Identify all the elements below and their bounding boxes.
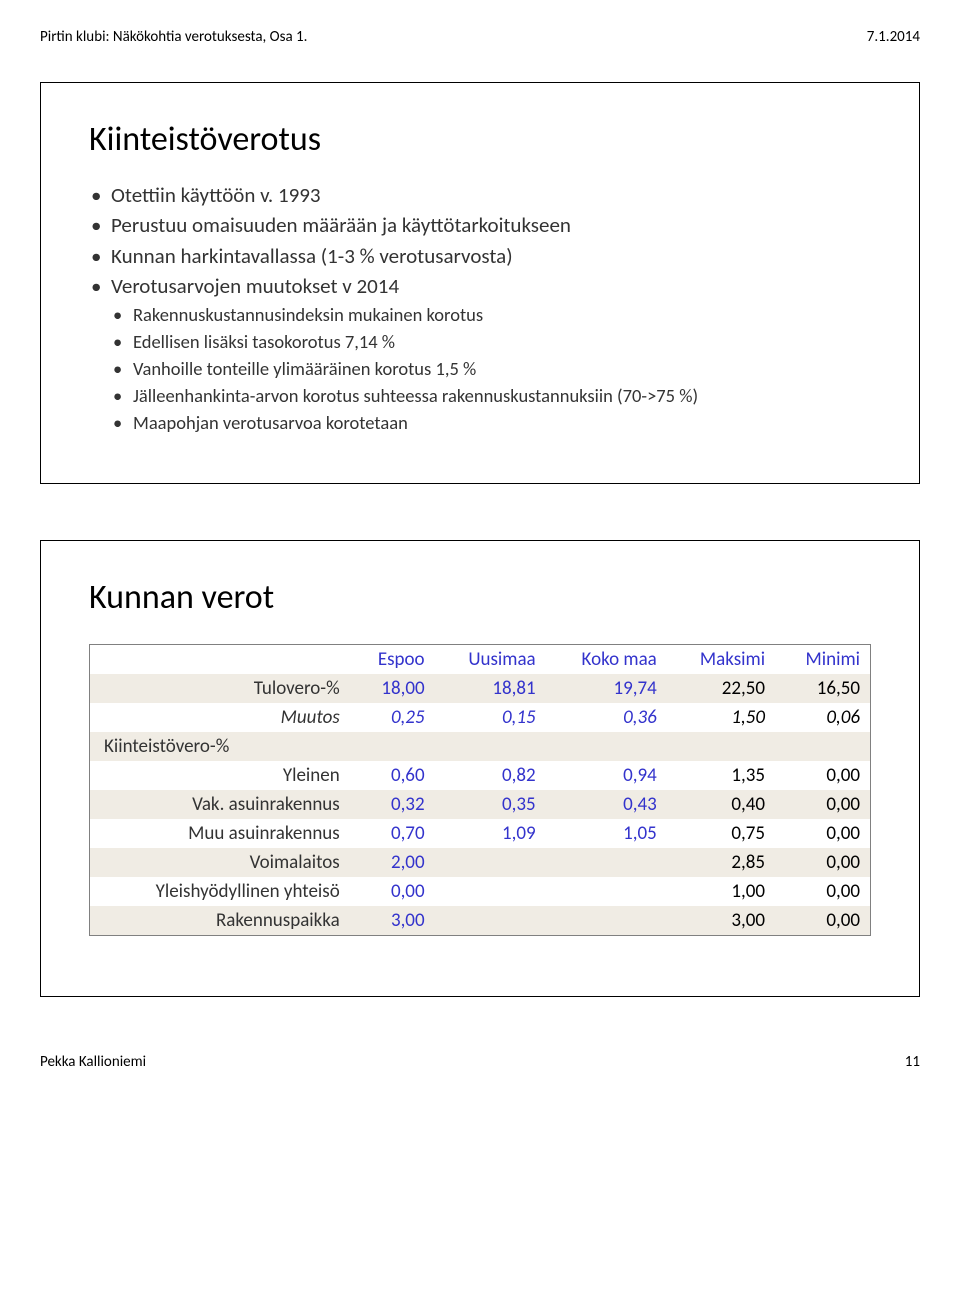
sub-bullet-item: Rakennuskustannusindeksin mukainen korot… <box>111 303 871 327</box>
bullet-text: Kunnan harkintavallassa (1-3 % verotusar… <box>111 243 513 269</box>
table-cell: 1,05 <box>546 819 667 848</box>
header-left: Pirtin klubi: Näkökohtia verotuksesta, O… <box>40 28 307 46</box>
table-cell <box>435 877 546 906</box>
table-cell <box>350 732 435 761</box>
table-cell <box>546 848 667 877</box>
table-cell <box>775 732 870 761</box>
table-row: Muutos0,250,150,361,500,06 <box>90 703 871 732</box>
page: Pirtin klubi: Näkökohtia verotuksesta, O… <box>0 0 960 1099</box>
table-column-header: Koko maa <box>546 645 667 675</box>
table-cell: 0,43 <box>546 790 667 819</box>
table-row: Vak. asuinrakennus0,320,350,430,400,00 <box>90 790 871 819</box>
row-label: Rakennuspaikka <box>90 906 350 936</box>
table-cell: 18,00 <box>350 674 435 703</box>
bullet-item: Otettiin käyttöön v. 1993 <box>89 182 871 208</box>
table-cell: 2,00 <box>350 848 435 877</box>
table-cell <box>546 906 667 936</box>
slide1-heading: Kiinteistöverotus <box>89 119 871 160</box>
table-cell <box>546 877 667 906</box>
table-row: Voimalaitos2,00 2,850,00 <box>90 848 871 877</box>
table-cell: 18,81 <box>435 674 546 703</box>
page-footer: Pekka Kallioniemi 11 <box>40 1053 920 1071</box>
tax-table-head: EspooUusimaaKoko maaMaksimiMinimi <box>90 645 871 675</box>
sub-bullet-item: Edellisen lisäksi tasokorotus 7,14 % <box>111 330 871 354</box>
footer-right: 11 <box>905 1053 920 1071</box>
tax-table: EspooUusimaaKoko maaMaksimiMinimi Tulove… <box>89 644 871 936</box>
table-cell: 0,00 <box>350 877 435 906</box>
table-row: Kiinteistövero-% <box>90 732 871 761</box>
table-cell: 0,82 <box>435 761 546 790</box>
table-cell: 0,35 <box>435 790 546 819</box>
table-cell <box>667 732 775 761</box>
row-label: Vak. asuinrakennus <box>90 790 350 819</box>
table-cell: 0,00 <box>775 877 870 906</box>
tax-table-header-row: EspooUusimaaKoko maaMaksimiMinimi <box>90 645 871 675</box>
table-cell: 1,09 <box>435 819 546 848</box>
table-cell <box>435 906 546 936</box>
page-header: Pirtin klubi: Näkökohtia verotuksesta, O… <box>40 28 920 46</box>
table-cell: 0,00 <box>775 761 870 790</box>
table-cell: 0,06 <box>775 703 870 732</box>
table-cell <box>435 732 546 761</box>
row-label: Muu asuinrakennus <box>90 819 350 848</box>
table-column-header <box>90 645 350 675</box>
table-cell: 0,25 <box>350 703 435 732</box>
table-cell: 0,94 <box>546 761 667 790</box>
table-cell: 0,15 <box>435 703 546 732</box>
slide2-heading: Kunnan verot <box>89 577 871 618</box>
table-cell: 3,00 <box>350 906 435 936</box>
table-cell: 16,50 <box>775 674 870 703</box>
row-label: Muutos <box>90 703 350 732</box>
tax-table-body: Tulovero-%18,0018,8119,7422,5016,50Muuto… <box>90 674 871 936</box>
sub-bullet-item: Vanhoille tonteille ylimääräinen korotus… <box>111 357 871 381</box>
table-column-header: Minimi <box>775 645 870 675</box>
bullet-text: Perustuu omaisuuden määrään ja käyttötar… <box>111 212 571 238</box>
table-column-header: Maksimi <box>667 645 775 675</box>
sub-bullet-item: Maapohjan verotusarvoa korotetaan <box>111 411 871 435</box>
table-cell: 2,85 <box>667 848 775 877</box>
table-cell <box>546 732 667 761</box>
sub-bullet-item: Jälleenhankinta-arvon korotus suhteessa … <box>111 384 871 408</box>
table-cell: 0,00 <box>775 906 870 936</box>
table-cell: 1,50 <box>667 703 775 732</box>
table-cell: 0,00 <box>775 790 870 819</box>
table-row: Rakennuspaikka3,003,000,00 <box>90 906 871 936</box>
footer-left: Pekka Kallioniemi <box>40 1053 146 1071</box>
table-cell: 19,74 <box>546 674 667 703</box>
bullet-item: Verotusarvojen muutokset v 2014 Rakennusk… <box>89 273 871 435</box>
table-cell: 0,00 <box>775 819 870 848</box>
table-cell <box>435 848 546 877</box>
table-row: Tulovero-%18,0018,8119,7422,5016,50 <box>90 674 871 703</box>
slide-2: Kunnan verot EspooUusimaaKoko maaMaksimi… <box>40 540 920 997</box>
bullet-text: Otettiin käyttöön v. 1993 <box>111 182 321 208</box>
row-label: Yleishyödyllinen yhteisö <box>90 877 350 906</box>
slide1-bullets: Otettiin käyttöön v. 1993 Perustuu omaisu… <box>89 182 871 435</box>
table-cell: 0,36 <box>546 703 667 732</box>
row-label: Yleinen <box>90 761 350 790</box>
table-cell: 0,00 <box>775 848 870 877</box>
table-cell: 22,50 <box>667 674 775 703</box>
bullet-item: Perustuu omaisuuden määrään ja käyttötar… <box>89 212 871 238</box>
slide-1: Kiinteistöverotus Otettiin käyttöön v. 1… <box>40 82 920 484</box>
table-column-header: Espoo <box>350 645 435 675</box>
table-cell: 1,35 <box>667 761 775 790</box>
table-cell: 3,00 <box>667 906 775 936</box>
table-row: Yleishyödyllinen yhteisö0,001,000,00 <box>90 877 871 906</box>
table-cell: 1,00 <box>667 877 775 906</box>
row-label: Tulovero-% <box>90 674 350 703</box>
table-cell: 0,70 <box>350 819 435 848</box>
bullet-text: Verotusarvojen muutokset v 2014 <box>111 273 399 299</box>
table-column-header: Uusimaa <box>435 645 546 675</box>
table-cell: 0,32 <box>350 790 435 819</box>
row-label: Voimalaitos <box>90 848 350 877</box>
header-right: 7.1.2014 <box>867 28 920 46</box>
table-cell: 0,40 <box>667 790 775 819</box>
bullet-item: Kunnan harkintavallassa (1-3 % verotusar… <box>89 243 871 269</box>
table-row: Muu asuinrakennus0,701,091,050,750,00 <box>90 819 871 848</box>
table-cell: 0,75 <box>667 819 775 848</box>
table-row: Yleinen0,600,820,941,350,00 <box>90 761 871 790</box>
sub-bullet-list: Rakennuskustannusindeksin mukainen korot… <box>111 303 871 435</box>
table-cell: 0,60 <box>350 761 435 790</box>
row-label: Kiinteistövero-% <box>90 732 350 761</box>
